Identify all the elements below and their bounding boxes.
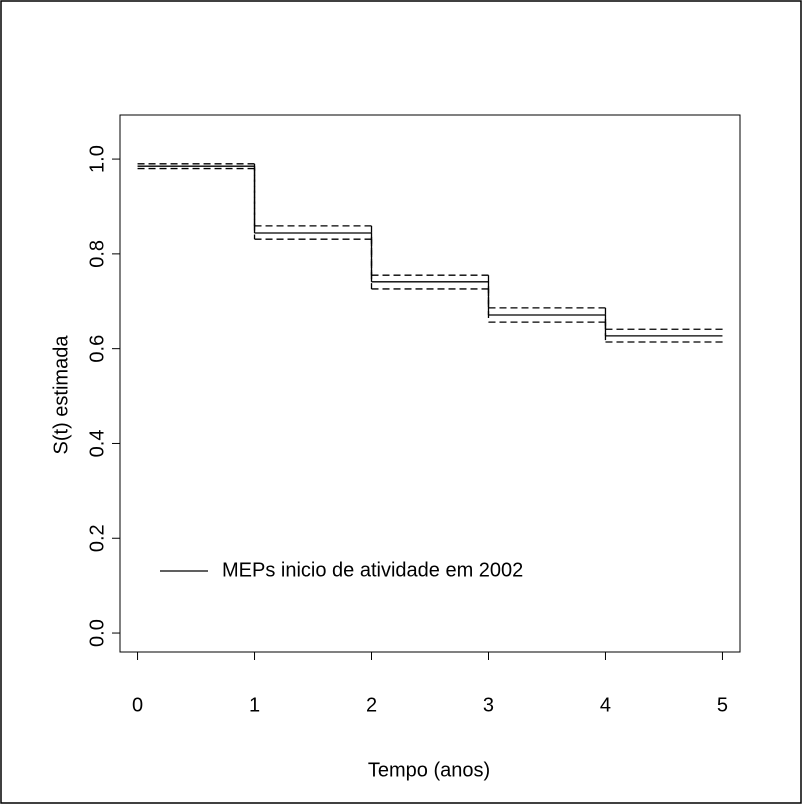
x-tick-label: 1 xyxy=(249,694,260,716)
y-tick-label: 0.8 xyxy=(86,240,108,268)
y-tick-label: 1.0 xyxy=(86,145,108,173)
legend-label: MEPs inicio de atividade em 2002 xyxy=(222,559,523,581)
y-tick-label: 0.0 xyxy=(86,619,108,647)
y-tick-label: 0.4 xyxy=(86,430,108,458)
x-tick-label: 4 xyxy=(600,694,611,716)
x-axis-label: Tempo (anos) xyxy=(368,759,490,781)
y-axis-label: S(t) estimada xyxy=(50,335,72,455)
x-tick-label: 3 xyxy=(483,694,494,716)
y-tick-label: 0.2 xyxy=(86,524,108,552)
y-tick-label: 0.6 xyxy=(86,335,108,363)
x-tick-label: 0 xyxy=(132,694,143,716)
x-tick-label: 2 xyxy=(366,694,377,716)
x-tick-label: 5 xyxy=(717,694,728,716)
